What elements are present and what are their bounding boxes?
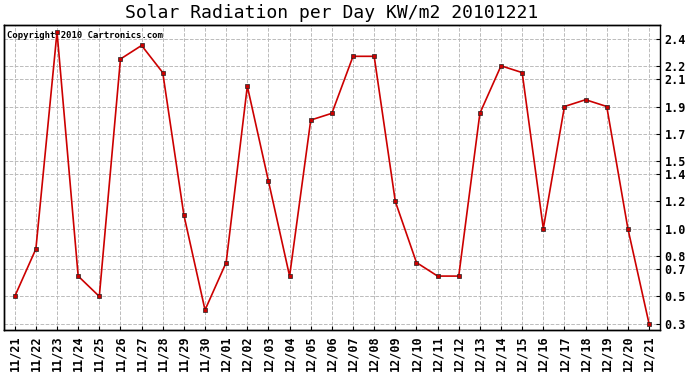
Text: Copyright 2010 Cartronics.com: Copyright 2010 Cartronics.com	[8, 31, 164, 40]
Title: Solar Radiation per Day KW/m2 20101221: Solar Radiation per Day KW/m2 20101221	[126, 4, 538, 22]
